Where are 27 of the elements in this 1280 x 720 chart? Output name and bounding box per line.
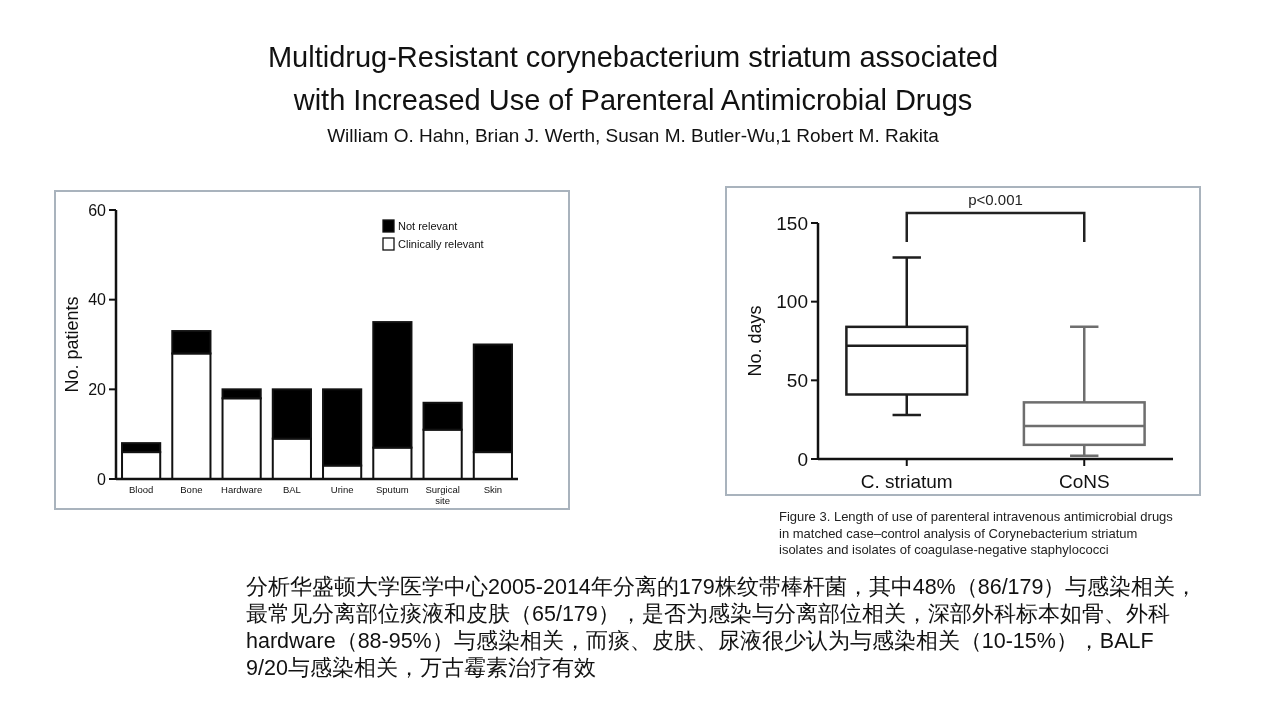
y-axis-title: No. patients	[62, 296, 82, 393]
x-tick-label: C. striatum	[860, 470, 953, 492]
y-tick-label: 50	[786, 369, 808, 391]
y-tick-label: 0	[797, 448, 808, 470]
x-tick-label: Blood	[128, 484, 154, 496]
x-tick-label: Urine	[330, 484, 354, 496]
x-tick-label: Hardware	[221, 484, 263, 496]
x-tick-label: CoNS	[1058, 470, 1110, 492]
caption: Figure 3. Length of use of parenteral intravenous antimicrobial drugs in matched case–control analysis of Corynebacterium striatum isolates and isolates of coagulase-negative staphylococci	[779, 509, 1174, 559]
y-tick-label: 150	[776, 212, 808, 234]
x-tick-label: Surgical site	[425, 484, 460, 506]
legend-label: Not relevant	[398, 220, 458, 232]
y-tick-label: 100	[776, 291, 808, 313]
x-tick-label: Skin	[483, 484, 503, 496]
y-axis-title: No. days	[745, 305, 765, 377]
y-tick-label: 20	[88, 380, 107, 398]
text: p<0.001	[968, 191, 1023, 208]
text: Multidrug-Resistant corynebacterium striatum associated with Increased Use of Parenteral Antimicrobial Drugs	[266, 40, 1000, 118]
y-tick-label: 60	[88, 201, 107, 219]
x-tick-label: Sputum	[376, 484, 409, 496]
y-tick-label: 0	[97, 470, 107, 488]
legend-label: Clinically relevant	[398, 238, 484, 250]
x-tick-label: BAL	[282, 484, 301, 496]
x-tick-label: Bone	[180, 484, 203, 496]
text: William O. Hahn, Brian J. Werth, Susan M. Butler-Wu,1 Robert M. Rakita	[326, 124, 940, 148]
y-tick-label: 40	[88, 291, 107, 309]
text: 分析华盛顿大学医学中心2005-2014年分离的179株纹带棒杆菌，其中48%（86/179）与感染相关，最常见分离部位痰液和皮肤（65/179），是否为感染与分离部位相关，深部外科标本如骨、外科hardware（88-95%）与感染相关，而痰、皮肤、尿液很少认为与感染相关（10-15%），BALF 9/20与感染相关，万古霉素治疗有效	[246, 574, 1199, 682]
